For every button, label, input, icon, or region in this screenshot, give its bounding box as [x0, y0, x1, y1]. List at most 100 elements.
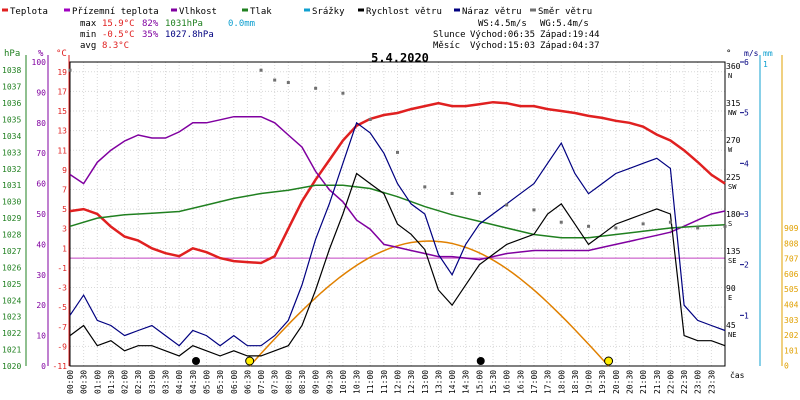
- dir-letter: SE: [728, 257, 736, 265]
- dir-tick-label: 45: [726, 321, 736, 330]
- wind-speed-info: WS:4.5m/s: [478, 19, 527, 29]
- x-tick-label: 10:00: [339, 370, 348, 394]
- wind-direction-point: [696, 226, 700, 230]
- plot-frame: [69, 61, 726, 367]
- stat-value: 35%: [142, 30, 159, 40]
- rain-tick-label: 606: [784, 270, 799, 279]
- hpa-tick-label: 1037: [2, 83, 21, 92]
- legend-label: Směr větru: [538, 7, 592, 17]
- temp-tick-label: 3: [62, 225, 67, 234]
- temp-tick-label: -9: [57, 342, 67, 351]
- dir-letter: SW: [728, 183, 737, 191]
- wind-direction-point: [368, 118, 372, 122]
- legend: Teplota Přízemní teplota Vlhkost Tlak Srážky…: [2, 7, 592, 17]
- dir-letter: NE: [728, 331, 736, 339]
- stat-value: 15.9°C: [102, 19, 135, 29]
- legend-label: Srážky: [312, 7, 345, 17]
- x-tick-label: 18:30: [571, 370, 580, 394]
- x-tick-label: 13:00: [421, 370, 430, 394]
- temp-tick-label: 1: [62, 244, 67, 253]
- wind-direction-point: [259, 68, 263, 72]
- temp-tick-label: 17: [57, 87, 67, 96]
- x-tick-label: 05:00: [202, 370, 211, 394]
- hpa-tick-label: 1032: [2, 165, 21, 174]
- x-tick-label: 16:00: [503, 370, 512, 394]
- wind-direction-point: [396, 150, 399, 154]
- temp-tick-label: -11: [53, 362, 68, 371]
- sun-path-line: [249, 240, 610, 367]
- pct-unit: %: [38, 49, 44, 59]
- wind-direction-point: [532, 208, 536, 212]
- hpa-tick-label: 1026: [2, 263, 21, 272]
- dir-unit: °: [726, 49, 731, 59]
- x-tick-label: 12:00: [394, 370, 403, 394]
- stat-value: -0.5°C: [102, 30, 135, 40]
- sun-rise: Východ:06:35: [470, 30, 535, 40]
- temp-tick-label: 9: [62, 166, 67, 175]
- temp-tick-label: -7: [57, 323, 67, 332]
- pct-tick-label: 70: [36, 149, 46, 158]
- rain-tick-label: 404: [784, 301, 799, 310]
- series-layer: [68, 68, 727, 357]
- stat-value: 0.0mm: [228, 19, 255, 29]
- wind-tick-label: 4: [744, 159, 749, 168]
- pct-tick-label: 30: [36, 271, 46, 280]
- x-tick-label: 10:30: [353, 370, 362, 394]
- x-tick-label: 03:30: [162, 370, 171, 394]
- wind-tick-label: 3: [744, 210, 749, 219]
- pct-tick-label: 20: [36, 301, 46, 310]
- x-tick-label: 22:00: [666, 370, 675, 394]
- x-tick-label: 04:00: [175, 370, 184, 394]
- hpa-tick-label: 1029: [2, 214, 21, 223]
- x-tick-label: 03:00: [148, 370, 157, 394]
- x-tick-label: 16:30: [516, 370, 525, 394]
- wind-tick-label: 2: [744, 261, 749, 270]
- series-line-vlhkost: [69, 115, 726, 261]
- stat-value: min: [80, 30, 96, 40]
- stat-value: 8.3°C: [102, 41, 129, 51]
- temp-tick-label: 15: [57, 107, 67, 116]
- axes: 00:00 00:30 01:00 01:30 02:00 02:30 03:00 03:30…: [2, 49, 799, 394]
- x-tick-label: 22:30: [680, 370, 689, 394]
- x-tick-label: 23:30: [707, 370, 716, 394]
- wind-tick-label: 1: [744, 311, 749, 320]
- x-tick-label: 01:30: [107, 370, 116, 394]
- stat-value: max: [80, 19, 97, 29]
- x-tick-label: 07:30: [271, 370, 280, 394]
- mm-unit: mm: [763, 49, 773, 58]
- hpa-tick-label: 1030: [2, 198, 21, 207]
- x-tick-label: 11:00: [366, 370, 375, 394]
- temp-tick-label: -5: [57, 303, 67, 312]
- wind-direction-point: [423, 185, 427, 189]
- x-tick-label: 07:00: [257, 370, 266, 394]
- moon-rise: Východ:15:03: [470, 41, 535, 51]
- x-tick-label: 04:30: [189, 370, 198, 394]
- x-tick-label: 17:00: [530, 370, 539, 394]
- x-tick-label: 12:30: [407, 370, 416, 394]
- temp-tick-label: 19: [57, 68, 67, 77]
- ms-unit: m/s: [744, 49, 759, 58]
- pct-tick-label: 50: [36, 210, 46, 219]
- x-tick-label: 01:00: [93, 370, 102, 394]
- wind-direction-point: [614, 226, 618, 230]
- x-tick-label: 15:00: [475, 370, 484, 394]
- x-tick-label: 20:30: [625, 370, 634, 394]
- pct-tick-label: 40: [36, 240, 46, 249]
- legend-label: Teplota: [10, 7, 48, 17]
- sun-path: [191, 240, 614, 367]
- pct-tick-label: 90: [36, 88, 46, 97]
- x-tick-label: 09:00: [312, 370, 321, 394]
- pct-tick-label: 60: [36, 180, 46, 189]
- x-tick-label: 08:00: [284, 370, 293, 394]
- stat-value: 1031hPa: [165, 19, 203, 29]
- rain-tick-label: 505: [784, 285, 799, 294]
- x-tick-label: 14:30: [462, 370, 471, 394]
- dir-letter: S: [728, 220, 732, 228]
- stat-value: 82%: [142, 19, 159, 29]
- chart-date: 5.4.2020: [371, 51, 429, 65]
- wind-direction-point: [505, 203, 509, 207]
- sun-set: Západ:19:44: [540, 30, 600, 40]
- legend-label: Vlhkost: [179, 7, 217, 17]
- series-line-tlak: [69, 184, 726, 239]
